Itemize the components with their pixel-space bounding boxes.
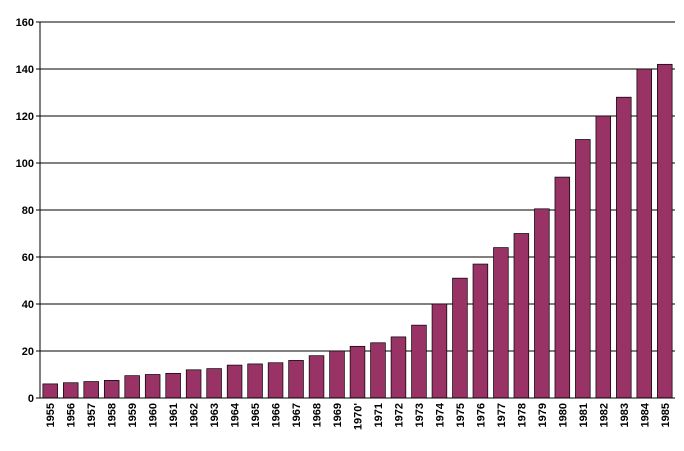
x-tick-labels: 1955 1956 1957 1958 1959 1960 1961 1962 1963 1964… [45, 402, 672, 430]
x-tick-label: 1985 [660, 403, 672, 427]
bar-1971 [370, 342, 386, 399]
gridlines [40, 21, 675, 352]
bar-1974 [431, 303, 448, 399]
bar-1980 [554, 176, 571, 399]
bar-1966 [267, 362, 284, 399]
x-tick-label: 1976 [475, 403, 487, 427]
x-tick-label: 1977 [496, 403, 508, 427]
x-tick-label: 1962 [189, 403, 201, 427]
x-tick-label: 1975 [455, 403, 467, 427]
x-tick-label: 1979 [537, 403, 549, 427]
y-tick-label: 140 [16, 64, 34, 76]
x-tick-label: 1961 [168, 403, 180, 427]
x-tick-label: 1955 [45, 403, 57, 427]
x-tick-label: 1966 [271, 403, 283, 427]
y-tick-label: 60 [22, 252, 34, 264]
bar-1964 [226, 364, 243, 399]
x-tick-label: 1983 [619, 403, 631, 427]
bar-1978 [513, 233, 530, 399]
y-tick-label: 160 [16, 17, 34, 29]
x-tick-label: 1982 [598, 403, 610, 427]
bar-1972 [390, 336, 407, 399]
y-tick-label: 0 [28, 393, 34, 405]
x-tick-label: 1960 [148, 403, 160, 427]
x-tick-label: 1970' [353, 403, 365, 430]
bar-1963 [206, 368, 222, 399]
bar-1969 [329, 350, 345, 399]
x-tick-label: 1965 [250, 403, 262, 427]
bar-1957 [83, 381, 99, 399]
x-tick-label: 1978 [516, 403, 528, 427]
bar-1959 [124, 375, 140, 399]
bar-1956 [63, 382, 79, 399]
bar-1960 [144, 374, 161, 399]
x-tick-label: 1973 [414, 403, 426, 427]
y-tick-label: 120 [16, 111, 34, 123]
bar-1970 [349, 345, 366, 399]
y-tick-labels: 0 20 40 60 80 100 120 140 160 [16, 17, 34, 405]
x-tick-label: 1964 [230, 402, 242, 427]
axes [36, 21, 675, 399]
bar-1973 [411, 324, 427, 399]
bar-1983 [616, 96, 632, 399]
bar-1984 [636, 68, 652, 399]
bars [42, 63, 673, 399]
x-tick-label: 1969 [332, 403, 344, 427]
y-tick-label: 80 [22, 205, 34, 217]
bar-1961 [165, 372, 181, 399]
x-tick-label: 1984 [639, 402, 651, 427]
x-tick-label: 1967 [291, 403, 303, 427]
x-tick-label: 1980 [557, 403, 569, 427]
x-tick-label: 1971 [373, 403, 385, 427]
bar-1982 [595, 115, 612, 399]
bar-1955 [42, 383, 58, 399]
bar-1977 [493, 247, 509, 399]
y-tick-label: 20 [22, 346, 34, 358]
y-tick-label: 100 [16, 158, 34, 170]
x-tick-label: 1958 [107, 403, 119, 427]
y-tick-label: 40 [22, 299, 34, 311]
x-tick-label: 1968 [312, 403, 324, 427]
bar-1979 [534, 208, 550, 399]
bar-1985 [657, 63, 673, 399]
x-tick-label: 1963 [209, 403, 221, 427]
x-tick-label: 1972 [393, 403, 405, 427]
x-tick-label: 1974 [434, 402, 446, 427]
bar-1981 [575, 139, 591, 399]
x-tick-label: 1956 [66, 403, 78, 427]
bar-1958 [103, 380, 120, 399]
bar-1967 [288, 360, 304, 399]
bar-1965 [247, 363, 263, 399]
x-tick-label: 1981 [578, 403, 590, 427]
bar-1975 [452, 277, 468, 399]
x-tick-label: 1957 [86, 403, 98, 427]
bar-1962 [185, 369, 202, 399]
x-tick-label: 1959 [127, 403, 139, 427]
bar-1976 [472, 263, 489, 399]
bar-1968 [308, 355, 325, 399]
